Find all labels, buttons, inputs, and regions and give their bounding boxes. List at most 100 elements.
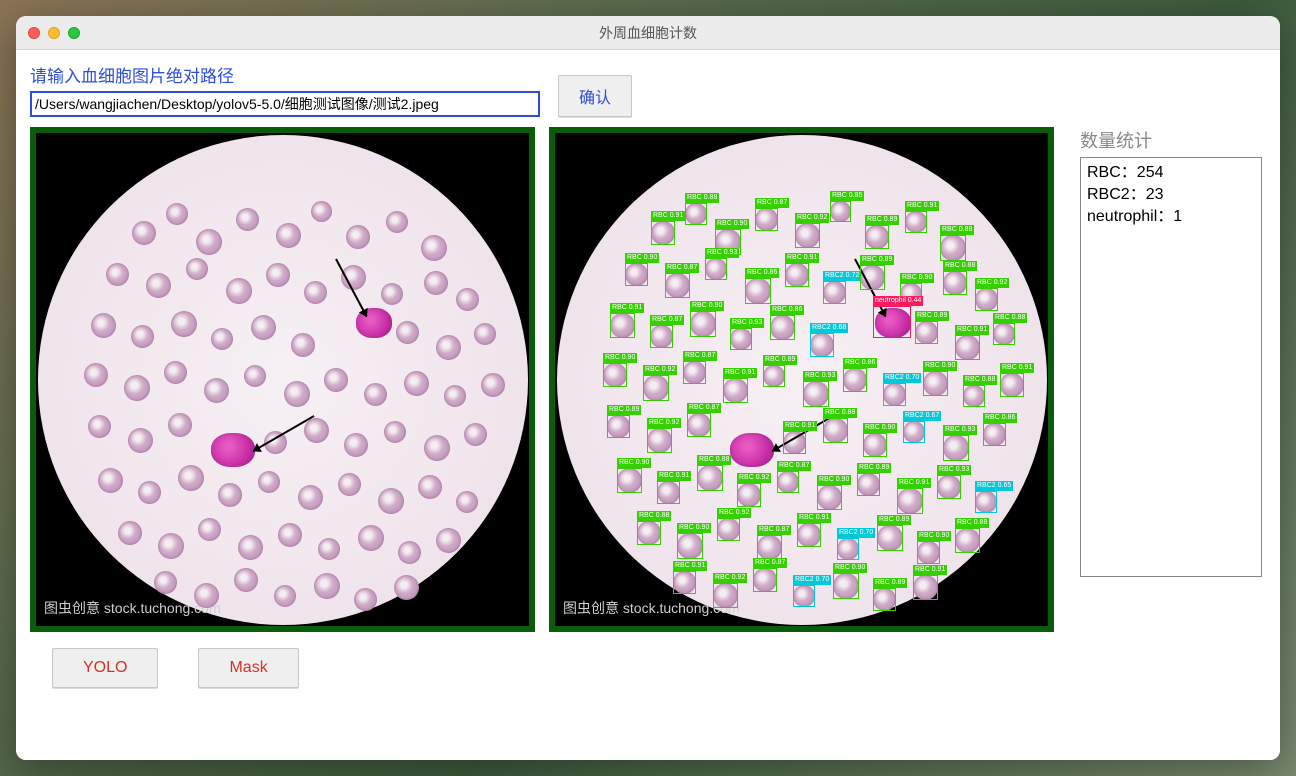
detection-bbox-rbc: RBC 0.91 — [723, 378, 748, 403]
rbc-cell — [364, 383, 387, 406]
detection-bbox-rbc2: RBC2 0.72 — [823, 281, 846, 304]
rbc-cell — [311, 201, 332, 222]
rbc-cell — [211, 328, 233, 350]
rbc-cell — [304, 281, 327, 304]
rbc-cell — [298, 485, 323, 510]
detection-bbox-rbc: RBC 0.91 — [913, 575, 938, 600]
detection-label: RBC 0.93 — [730, 318, 764, 328]
rbc-cell — [168, 413, 192, 437]
rbc-cell — [384, 421, 406, 443]
rbc-cell — [354, 588, 377, 611]
detection-label: RBC 0.92 — [795, 213, 829, 223]
detection-bbox-rbc2: RBC2 0.70 — [883, 383, 906, 406]
detection-label: RBC 0.93 — [803, 371, 837, 381]
rbc-cell — [154, 571, 177, 594]
detection-bbox-rbc2: RBC2 0.70 — [837, 538, 859, 560]
rbc-cell — [164, 361, 187, 384]
rbc-cell — [204, 378, 229, 403]
detection-bbox-rbc: RBC 0.93 — [937, 475, 961, 499]
detection-bbox-rbc: RBC 0.90 — [617, 468, 642, 493]
rbc-cell — [166, 203, 188, 225]
detection-bbox-rbc: RBC 0.89 — [860, 265, 885, 290]
detection-label: RBC 0.89 — [915, 311, 949, 321]
rbc-cell — [436, 335, 461, 360]
detection-bbox-rbc: RBC 0.93 — [705, 258, 727, 280]
detection-label: RBC 0.88 — [940, 225, 974, 235]
rbc-cell — [278, 523, 302, 547]
rbc-cell — [226, 278, 252, 304]
rbc-cell — [418, 475, 442, 499]
detection-bbox-rbc: RBC 0.93 — [803, 381, 829, 407]
rbc-cell — [276, 223, 301, 248]
detection-bbox-rbc: RBC 0.88 — [823, 418, 848, 443]
detection-label: RBC 0.89 — [860, 255, 894, 265]
app-window: 外周血细胞计数 请输入血细胞图片绝对路径 确认 图虫创意 stock.tucho… — [16, 16, 1280, 760]
window-titlebar: 外周血细胞计数 — [16, 16, 1280, 50]
rbc-cell — [424, 435, 450, 461]
rbc-cell — [118, 521, 142, 545]
detection-label: RBC 0.89 — [857, 463, 891, 473]
detection-bbox-rbc: RBC 0.85 — [830, 201, 851, 222]
detection-bbox-rbc: RBC 0.90 — [923, 371, 948, 396]
detection-bbox-rbc: RBC 0.90 — [625, 263, 648, 286]
detection-label: RBC2 0.70 — [793, 575, 831, 585]
detection-bbox-rbc2: RBC2 0.70 — [793, 585, 815, 607]
detection-label: RBC 0.93 — [705, 248, 739, 258]
rbc-cell — [386, 211, 408, 233]
detection-bbox-rbc: RBC 0.87 — [753, 568, 777, 592]
neutrophil-cell — [730, 433, 774, 467]
rbc-cell — [131, 325, 154, 348]
rbc-cell — [358, 525, 384, 551]
rbc-cell — [396, 321, 419, 344]
detection-bbox-rbc: RBC 0.89 — [873, 588, 896, 611]
rbc-cell — [404, 371, 429, 396]
button-row: YOLO Mask — [52, 648, 1266, 688]
detection-bbox-rbc: RBC 0.92 — [795, 223, 820, 248]
detection-label: RBC 0.92 — [643, 365, 677, 375]
rbc-cell — [132, 221, 156, 245]
detection-bbox-rbc: RBC 0.90 — [917, 541, 940, 564]
detection-bbox-rbc: RBC 0.93 — [730, 328, 752, 350]
stats-box: RBC：254 RBC2：23 neutrophil：1 — [1080, 157, 1262, 577]
detection-bbox-rbc: RBC 0.91 — [955, 335, 980, 360]
detection-label: RBC 0.88 — [637, 511, 671, 521]
detection-bbox-rbc: RBC 0.90 — [817, 485, 842, 510]
detection-label: RBC 0.92 — [975, 278, 1009, 288]
stats-title: 数量统计 — [1080, 127, 1262, 153]
detection-bbox-rbc: RBC 0.88 — [940, 235, 966, 261]
rbc-cell — [158, 533, 184, 559]
detection-label: RBC2 0.70 — [883, 373, 921, 383]
detection-image-panel: 图虫创意 stock.tuchong.com RBC 0.91RBC 0.88R… — [549, 127, 1054, 632]
detection-bbox-rbc: RBC 0.88 — [685, 203, 707, 225]
detection-bbox-rbc2: RBC2 0.65 — [975, 491, 997, 513]
rbc-cell — [291, 333, 315, 357]
stat-row-neutrophil: neutrophil：1 — [1087, 206, 1255, 228]
mask-button[interactable]: Mask — [198, 648, 298, 688]
detection-bbox-rbc: RBC 0.90 — [690, 311, 716, 337]
rbc-cell — [394, 575, 419, 600]
rbc-cell — [381, 283, 403, 305]
detection-label: RBC 0.92 — [737, 473, 771, 483]
rbc-cell — [258, 471, 280, 493]
detection-label: RBC 0.90 — [833, 563, 867, 573]
rbc-cell — [284, 381, 310, 407]
rbc-cell — [318, 538, 340, 560]
rbc-cell — [456, 491, 478, 513]
rbc-cell — [481, 373, 505, 397]
detection-bbox-rbc: RBC 0.89 — [857, 473, 880, 496]
rbc-cell — [186, 258, 208, 280]
confirm-button[interactable]: 确认 — [558, 75, 632, 117]
yolo-button[interactable]: YOLO — [52, 648, 158, 688]
path-input[interactable] — [30, 91, 540, 117]
detection-label: RBC 0.88 — [685, 193, 719, 203]
detection-label: RBC 0.90 — [690, 301, 724, 311]
detection-label: RBC 0.85 — [830, 191, 864, 201]
rbc-cell — [198, 518, 221, 541]
rbc-cell — [398, 541, 421, 564]
watermark-text: 图虫创意 stock.tuchong.com — [44, 598, 221, 618]
rbc-cell — [444, 385, 466, 407]
rbc-cell — [344, 433, 368, 457]
detection-bbox-rbc: RBC 0.91 — [651, 221, 675, 245]
rbc-cell — [91, 313, 116, 338]
rbc-cell — [196, 229, 222, 255]
